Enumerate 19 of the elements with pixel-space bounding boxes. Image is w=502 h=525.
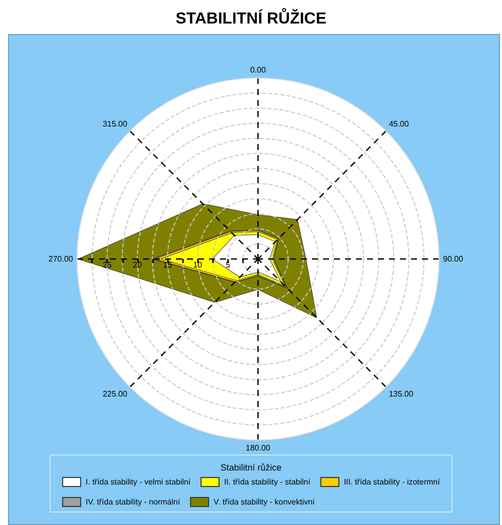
spoke-label: 135.00	[388, 389, 414, 398]
spoke-label: 225.00	[102, 389, 128, 398]
chart-title: STABILITNÍ RŮŽICE	[176, 8, 327, 28]
y-tick-label: 20	[132, 260, 142, 270]
spoke-label: 45.00	[388, 120, 410, 129]
spoke-label: 315.00	[102, 120, 128, 129]
y-tick-label: 10	[193, 260, 203, 270]
spoke-label: 0.00	[250, 66, 266, 74]
legend-label: I. třída stability - velmi stabilní	[86, 478, 192, 486]
y-tick-label: 25	[102, 260, 112, 270]
legend-label: II. třída stability - stabilní	[224, 478, 312, 486]
y-tick-label: 15	[163, 260, 172, 270]
legend-label: III. třída stability - izotermní	[344, 478, 441, 486]
spoke-label: 90.00	[443, 254, 464, 264]
legend-label: V. třída stability - konvektivní	[214, 498, 316, 506]
legend-title: Stabilitní růžice	[220, 462, 282, 472]
legend-label: IV. třída stability - normální	[86, 498, 181, 506]
spoke-label: 180.00	[246, 444, 271, 452]
spoke-label: 270.00	[48, 254, 74, 264]
